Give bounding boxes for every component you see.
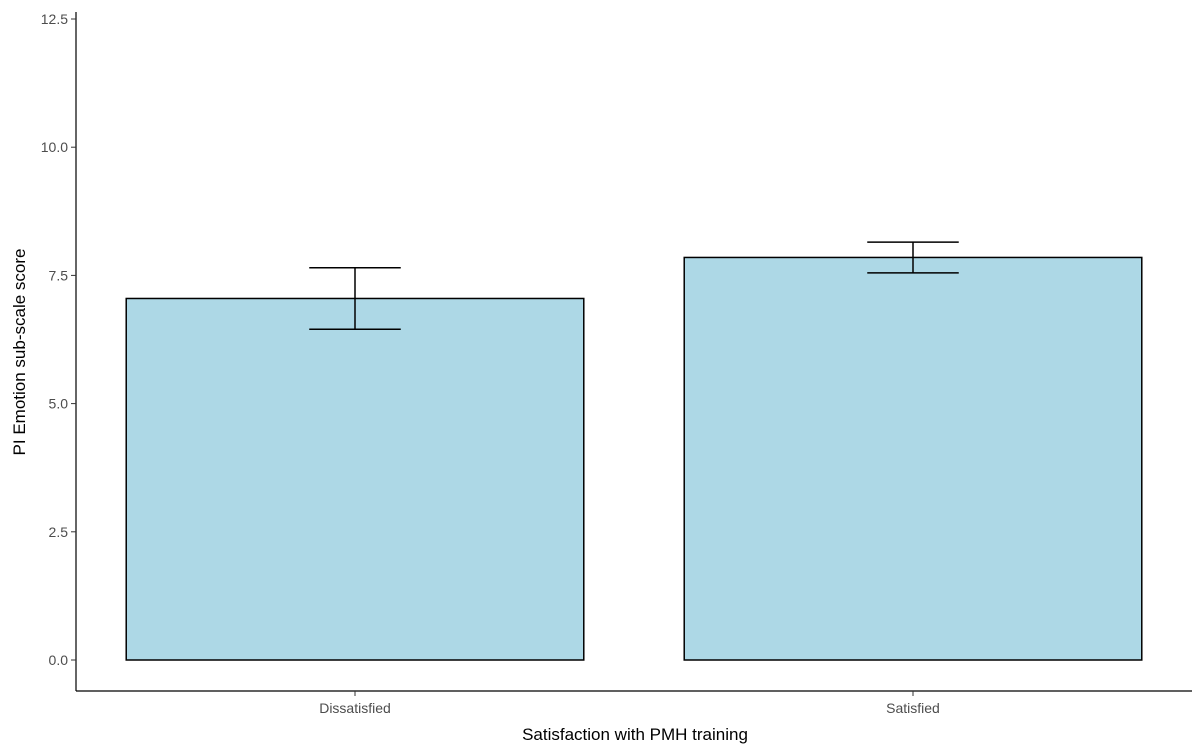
bar bbox=[125, 297, 585, 661]
y-tick-label: 0.0 bbox=[49, 652, 69, 668]
y-tick-label: 10.0 bbox=[41, 139, 68, 155]
y-axis-ticks: 0.0 2.5 5.0 7.5 10.0 12.5 bbox=[41, 11, 76, 668]
y-tick-label: 12.5 bbox=[41, 11, 68, 27]
y-axis-title: PI Emotion sub-scale score bbox=[10, 249, 29, 456]
y-tick-label: 7.5 bbox=[49, 267, 69, 283]
x-tick-label: Dissatisfied bbox=[319, 700, 391, 716]
bars-layer bbox=[125, 256, 1143, 661]
x-tick-label: Satisfied bbox=[886, 700, 940, 716]
y-tick-label: 5.0 bbox=[49, 396, 69, 412]
y-tick-label: 2.5 bbox=[49, 524, 69, 540]
x-axis-title: Satisfaction with PMH training bbox=[522, 725, 748, 744]
error-bars-layer bbox=[309, 241, 959, 330]
bar bbox=[683, 256, 1143, 661]
x-axis-ticks: Dissatisfied Satisfied bbox=[319, 691, 940, 716]
